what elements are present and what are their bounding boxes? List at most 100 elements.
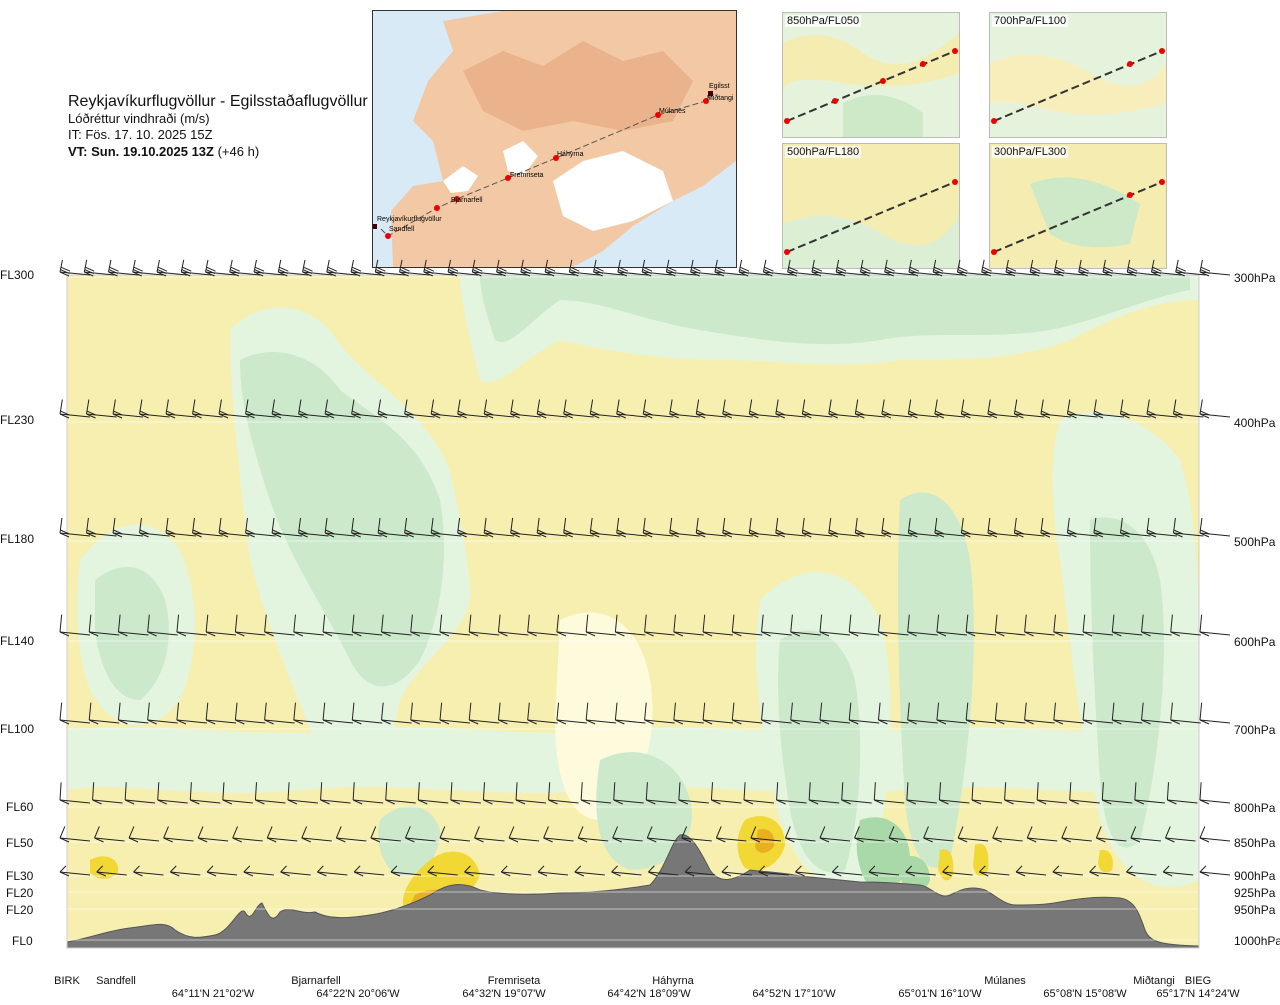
- fl-label-100: FL100: [0, 722, 35, 736]
- wind-barb: [1078, 259, 1109, 277]
- wind-barb: [702, 614, 734, 637]
- wind-barb: [133, 865, 164, 877]
- wind-barb: [266, 826, 298, 843]
- wind-barb: [370, 826, 401, 843]
- wind-barb: [563, 517, 594, 538]
- wind-barb: [1036, 782, 1068, 805]
- wind-barb: [245, 517, 276, 538]
- map-point-egilsst: [708, 91, 713, 96]
- wind-barb: [439, 702, 471, 725]
- wind-barb: [59, 614, 91, 637]
- wind-barb: [474, 826, 505, 843]
- wind-barb: [556, 614, 587, 637]
- wind-barb: [128, 826, 160, 843]
- wind-barb: [112, 399, 144, 419]
- wind-barb: [673, 614, 704, 637]
- wind-barb: [1066, 517, 1098, 538]
- hpa-label-800: 800hPa: [1234, 801, 1276, 815]
- wind-barb: [439, 614, 471, 637]
- wind-barb: [508, 826, 540, 843]
- wind-barb: [811, 259, 842, 277]
- wind-barb: [1066, 399, 1098, 419]
- wind-barb: [176, 702, 207, 725]
- wind-barb: [464, 865, 495, 877]
- wind-barb: [568, 259, 600, 277]
- wind-barb: [139, 399, 170, 419]
- wind-barb: [404, 517, 435, 538]
- route-map: Reykjavíkurflugvöllur Sandfell Bjarnarfe…: [372, 10, 737, 268]
- wind-barb: [320, 782, 351, 805]
- wind-barb: [994, 702, 1026, 725]
- wind-barb: [1170, 702, 1201, 725]
- panel-300: 300hPa/FL300: [989, 143, 1167, 269]
- wind-barb: [1026, 826, 1058, 843]
- wind-barb: [669, 399, 700, 419]
- wind-barb: [1005, 259, 1037, 277]
- wind-barb: [439, 826, 471, 843]
- wind-barb: [1119, 399, 1151, 419]
- panel-700-title: 700hPa/FL100: [992, 15, 1069, 27]
- wind-barb: [748, 517, 780, 538]
- wind-barb: [277, 259, 309, 277]
- wind-barb: [1199, 865, 1231, 877]
- wind-barb: [965, 702, 997, 725]
- wind-barb: [669, 517, 700, 538]
- wind-barb: [992, 826, 1023, 843]
- map-label-sandfell: Sandfell: [389, 226, 415, 233]
- wind-barb: [828, 517, 859, 538]
- map-point-midtangi: [703, 98, 709, 104]
- wind-barb: [678, 782, 709, 805]
- wind-barb: [324, 399, 356, 419]
- wind-barb: [710, 782, 742, 805]
- wind-barb: [748, 399, 780, 419]
- wind-barb: [908, 259, 939, 277]
- wind-barb: [253, 259, 285, 277]
- wind-barb: [1199, 614, 1231, 637]
- wind-barb: [381, 614, 412, 637]
- wind-barb: [934, 399, 965, 419]
- wind-barb: [206, 865, 238, 877]
- wind-barb: [298, 517, 329, 538]
- wind-barb: [293, 702, 324, 725]
- wind-barb: [831, 865, 863, 877]
- wind-barb: [326, 259, 357, 277]
- wind-barb: [430, 399, 462, 419]
- coord-3: 64°32'N 19°07'W: [462, 988, 546, 1000]
- wind-barb: [593, 259, 624, 277]
- wind-barb: [59, 865, 91, 877]
- wind-barb: [1162, 865, 1194, 877]
- wind-barb: [801, 399, 833, 419]
- wind-barb: [614, 614, 646, 637]
- wind-barb: [165, 399, 197, 419]
- wind-barb: [1134, 782, 1165, 805]
- wind-barb: [641, 259, 673, 277]
- wind-barb: [848, 702, 880, 725]
- waypoint-bjarnarfell: Bjarnarfell: [291, 975, 341, 987]
- wind-barb: [527, 614, 558, 637]
- wind-barb: [536, 517, 568, 538]
- wind-barb: [1166, 782, 1198, 805]
- wind-barb: [96, 865, 127, 877]
- wind-barb: [819, 826, 851, 843]
- wind-barb: [801, 517, 833, 538]
- wind-barb: [86, 517, 117, 538]
- wind-barb: [537, 865, 569, 877]
- fl-label-30: FL30: [6, 869, 34, 883]
- wind-barb: [1089, 865, 1120, 877]
- coord-2: 64°22'N 20°06'W: [316, 988, 400, 1000]
- wind-barb: [117, 614, 149, 637]
- wind-barb: [1146, 517, 1178, 538]
- wind-barb: [1126, 259, 1158, 277]
- wind-barb: [483, 517, 515, 538]
- wind-barb: [548, 782, 579, 805]
- wind-barb: [1024, 614, 1055, 637]
- fl-label-20b: FL20: [6, 903, 34, 917]
- wind-barb: [197, 826, 229, 843]
- wind-barb: [280, 865, 311, 877]
- map-point-reykjavik: [434, 205, 440, 211]
- wind-barb: [404, 399, 435, 419]
- wind-barb: [92, 782, 123, 805]
- panel-300-title: 300hPa/FL300: [992, 146, 1069, 158]
- fl-label-140: FL140: [0, 634, 35, 648]
- wind-barb: [218, 399, 250, 419]
